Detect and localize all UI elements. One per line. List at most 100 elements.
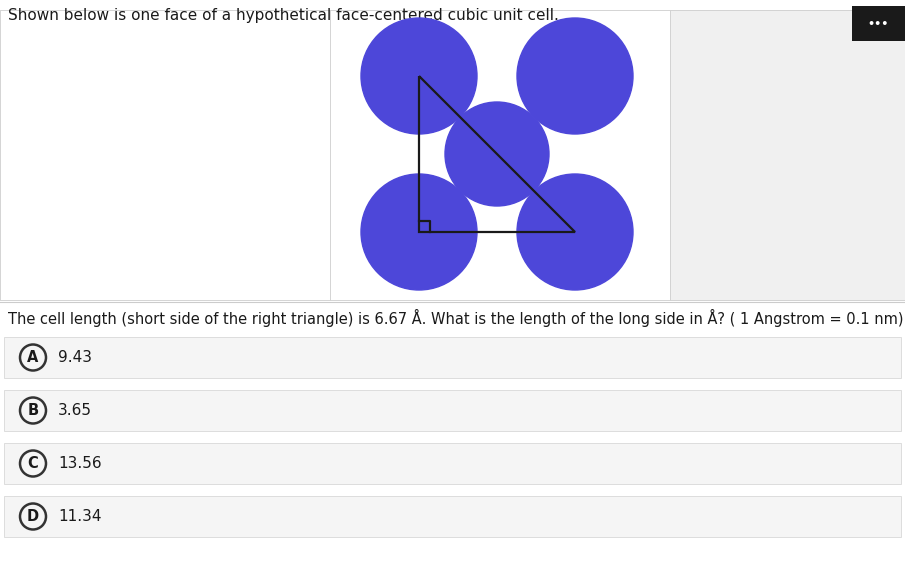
Circle shape xyxy=(552,53,598,99)
Circle shape xyxy=(390,203,448,261)
Circle shape xyxy=(534,36,615,117)
Circle shape xyxy=(407,64,431,88)
Circle shape xyxy=(416,229,422,235)
Circle shape xyxy=(381,39,457,114)
Circle shape xyxy=(371,184,467,280)
Circle shape xyxy=(406,63,432,89)
Circle shape xyxy=(395,53,443,99)
Circle shape xyxy=(405,217,433,246)
Text: C: C xyxy=(28,456,38,471)
Circle shape xyxy=(517,174,633,290)
Circle shape xyxy=(471,128,523,180)
Circle shape xyxy=(392,204,446,259)
Text: D: D xyxy=(27,509,39,524)
Circle shape xyxy=(493,150,500,158)
Circle shape xyxy=(466,123,529,185)
Circle shape xyxy=(378,36,460,117)
Circle shape xyxy=(571,228,579,237)
Circle shape xyxy=(542,199,608,265)
Circle shape xyxy=(383,40,455,112)
Circle shape xyxy=(417,231,421,234)
Circle shape xyxy=(393,206,445,258)
Circle shape xyxy=(385,41,453,111)
Text: Shown below is one face of a hypothetical face-centered cubic unit cell.: Shown below is one face of a hypothetica… xyxy=(8,8,559,23)
Circle shape xyxy=(533,34,617,118)
Circle shape xyxy=(387,200,451,264)
Circle shape xyxy=(368,25,470,127)
Circle shape xyxy=(553,210,596,254)
Circle shape xyxy=(403,216,435,248)
Circle shape xyxy=(395,209,443,255)
Circle shape xyxy=(383,196,455,268)
Circle shape xyxy=(567,225,582,239)
Circle shape xyxy=(571,72,579,81)
Circle shape xyxy=(361,174,477,290)
Circle shape xyxy=(448,105,547,203)
Circle shape xyxy=(519,177,630,287)
Circle shape xyxy=(463,120,531,188)
Circle shape xyxy=(405,61,433,91)
Circle shape xyxy=(519,175,632,288)
Circle shape xyxy=(538,39,613,114)
Circle shape xyxy=(388,201,450,262)
Circle shape xyxy=(464,121,529,186)
Circle shape xyxy=(400,57,438,95)
Circle shape xyxy=(546,203,604,261)
Circle shape xyxy=(374,31,464,121)
Text: The cell length (short side of the right triangle) is 6.67 Å. What is the length: The cell length (short side of the right… xyxy=(8,309,903,327)
Text: 9.43: 9.43 xyxy=(58,350,92,365)
Circle shape xyxy=(574,231,576,234)
Circle shape xyxy=(414,72,424,81)
Circle shape xyxy=(557,58,593,93)
Circle shape xyxy=(534,192,615,273)
FancyBboxPatch shape xyxy=(852,6,905,41)
Circle shape xyxy=(386,199,452,265)
Circle shape xyxy=(564,220,586,244)
Circle shape xyxy=(449,106,545,202)
Text: 3.65: 3.65 xyxy=(58,403,92,418)
Circle shape xyxy=(469,126,526,183)
Circle shape xyxy=(371,28,467,124)
Circle shape xyxy=(416,73,422,79)
Circle shape xyxy=(366,22,472,130)
Circle shape xyxy=(470,127,524,181)
Circle shape xyxy=(574,75,576,78)
Circle shape xyxy=(362,19,475,133)
Circle shape xyxy=(367,24,472,128)
Circle shape xyxy=(523,180,627,284)
Circle shape xyxy=(402,58,436,93)
Circle shape xyxy=(373,186,465,279)
Circle shape xyxy=(529,30,622,123)
Circle shape xyxy=(478,134,517,173)
Circle shape xyxy=(540,41,610,111)
Circle shape xyxy=(367,180,472,284)
FancyBboxPatch shape xyxy=(0,10,905,300)
Circle shape xyxy=(377,34,461,118)
Circle shape xyxy=(400,213,438,251)
Circle shape xyxy=(491,149,502,159)
Circle shape xyxy=(484,141,510,167)
Circle shape xyxy=(414,228,424,237)
Circle shape xyxy=(481,138,512,169)
Circle shape xyxy=(557,214,593,249)
Circle shape xyxy=(387,44,451,108)
Circle shape xyxy=(410,67,428,85)
Circle shape xyxy=(376,189,462,276)
Circle shape xyxy=(395,51,443,100)
Circle shape xyxy=(368,181,470,283)
Circle shape xyxy=(482,140,511,168)
Circle shape xyxy=(538,194,613,270)
Circle shape xyxy=(390,47,448,105)
Circle shape xyxy=(462,119,532,189)
Circle shape xyxy=(531,189,618,276)
Circle shape xyxy=(488,145,506,163)
Circle shape xyxy=(533,190,617,274)
Circle shape xyxy=(519,21,630,131)
Circle shape xyxy=(560,217,589,246)
Circle shape xyxy=(467,124,527,184)
Circle shape xyxy=(546,47,604,105)
Circle shape xyxy=(526,183,624,281)
Circle shape xyxy=(407,220,431,244)
Circle shape xyxy=(549,206,601,258)
Circle shape xyxy=(406,219,432,245)
